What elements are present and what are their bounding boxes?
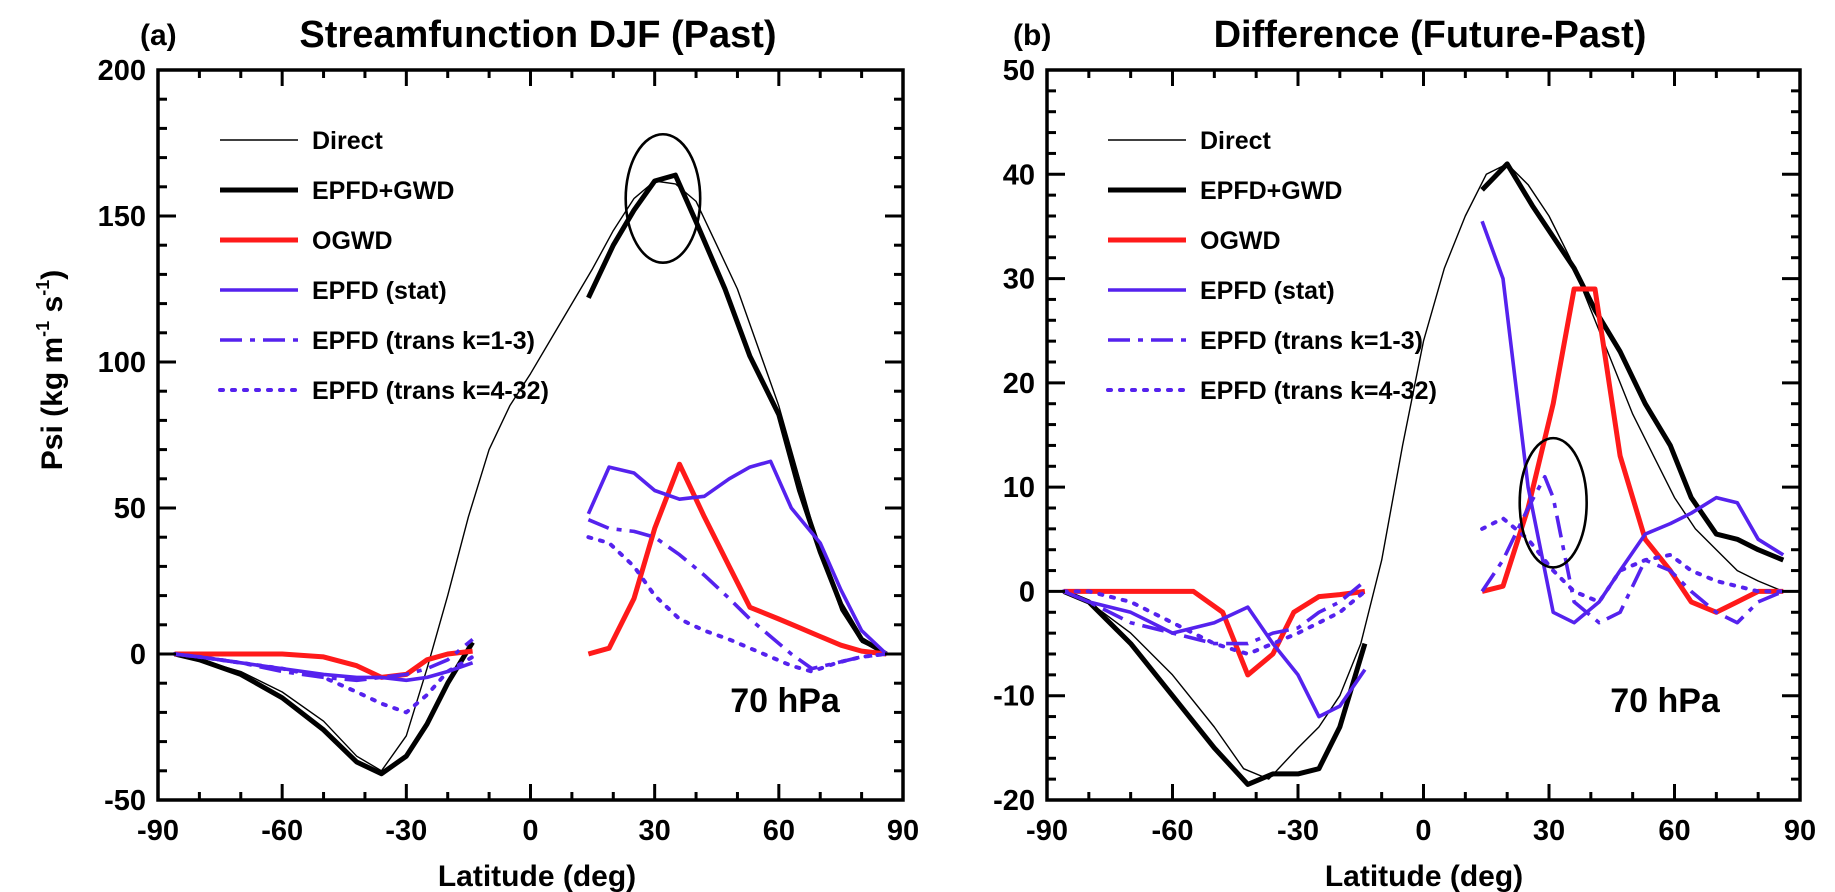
series-line-epfd-gwd-seg0	[1062, 589, 1368, 787]
series-line-epfd-stat-seg1	[586, 459, 888, 656]
series-line-ogwd-seg1	[587, 461, 887, 657]
series-line-direct-seg0	[1063, 163, 1784, 780]
legend-label: EPFD (trans k=1-3)	[1200, 327, 1423, 355]
y-tick-label: 50	[114, 493, 146, 525]
legend: Direct EPFD+GWD OGWD EPFD (stat) EPFD (trans…	[218, 127, 549, 405]
x-tick-label: 90	[887, 815, 919, 847]
highlight-ellipse	[624, 132, 702, 265]
panel-a-title: Streamfunction DJF (Past)	[299, 14, 776, 56]
y-tick-label: 10	[1003, 472, 1035, 504]
legend: Direct EPFD+GWD OGWD EPFD (stat) EPFD (trans…	[1106, 127, 1437, 405]
series-line-epfd-trans-k-4-32-seg1	[586, 535, 889, 674]
x-tick-label: 30	[1533, 815, 1565, 847]
legend-label: EPFD (trans k=4-32)	[1200, 377, 1437, 405]
x-tick-label: 0	[522, 815, 538, 847]
panel-b-title: Difference (Future-Past)	[1214, 14, 1647, 56]
y-tick-label: 30	[1003, 264, 1035, 296]
legend-label: EPFD+GWD	[1200, 177, 1342, 205]
panel-b-x-axis-label: Latitude (deg)	[1325, 860, 1523, 892]
y-tick-label: 50	[1003, 55, 1035, 87]
series-line-epfd-gwd-seg1	[1480, 161, 1785, 563]
series-line-epfd-trans-k-1-3-seg1	[1480, 474, 1784, 625]
panel-a-plot: -90 -60 -30 0 30 60 90 -50 0 50 100 150 200 70 hPa Dir…	[98, 55, 920, 847]
panel-b: (b) Difference (Future-Past) -90 -60 -30 0 3…	[993, 14, 1816, 892]
y-tick-label: 0	[1019, 576, 1035, 608]
legend-label: EPFD (stat)	[312, 277, 447, 305]
highlight-ellipse	[1518, 436, 1588, 569]
panel-b-plot: -90 -60 -30 0 30 60 90 -20 -10 0 10 20 30 40 50 70 hPa D…	[993, 55, 1816, 847]
x-tick-label: -60	[1152, 815, 1194, 847]
x-tick-label: 60	[1658, 815, 1690, 847]
series-line-epfd-stat-seg1	[1480, 220, 1785, 625]
legend-label: OGWD	[1200, 227, 1281, 255]
panel-a: (a) Streamfunction DJF (Past) -90 -60 -30 0…	[98, 14, 920, 892]
y-tick-label: 40	[1003, 159, 1035, 191]
x-tick-label: -90	[137, 815, 179, 847]
panel-a-x-axis-label: Latitude (deg)	[438, 860, 636, 892]
series-line-ogwd-seg0	[174, 648, 473, 680]
legend-label: EPFD (stat)	[1200, 277, 1335, 305]
panel-b-letter: (b)	[1013, 19, 1051, 52]
x-tick-label: 90	[1784, 815, 1816, 847]
y-tick-label: 200	[98, 55, 146, 87]
y-tick-label: 0	[130, 639, 146, 671]
legend-label: Direct	[312, 127, 384, 155]
legend-label: Direct	[1200, 127, 1272, 155]
x-tick-label: -30	[1277, 815, 1319, 847]
series-line-epfd-trans-k-4-32-seg0	[172, 652, 475, 715]
series-line-epfd-gwd-seg1	[586, 172, 888, 657]
series-line-epfd-trans-k-4-32-seg0	[1061, 589, 1367, 656]
legend-label: EPFD+GWD	[312, 177, 454, 205]
series-line-ogwd-seg1	[1481, 286, 1784, 615]
legend-label: EPFD (trans k=4-32)	[312, 377, 549, 405]
x-tick-label: 30	[639, 815, 671, 847]
series-line-epfd-trans-k-1-3-seg0	[1063, 579, 1367, 646]
series-line-epfd-gwd-seg0	[174, 640, 475, 777]
y-tick-label: 20	[1003, 368, 1035, 400]
pressure-level-annotation: 70 hPa	[1610, 682, 1721, 720]
y-axis-label: Psi (kg m-1 s-1)	[33, 270, 69, 470]
x-tick-label: 60	[763, 815, 795, 847]
y-tick-label: 100	[98, 347, 146, 379]
series-line-epfd-trans-k-4-32-seg1	[1480, 516, 1786, 604]
series-line-epfd-stat-seg0	[1063, 589, 1367, 719]
x-tick-label: -30	[385, 815, 427, 847]
series-line-direct-seg0	[174, 180, 887, 772]
y-tick-label: -50	[104, 785, 146, 817]
legend-label: EPFD (trans k=1-3)	[312, 327, 535, 355]
series-line-epfd-trans-k-1-3-seg1	[587, 518, 887, 671]
x-tick-label: -60	[261, 815, 303, 847]
panel-a-letter: (a)	[140, 19, 177, 52]
legend-label: OGWD	[312, 227, 393, 255]
pressure-level-annotation: 70 hPa	[730, 682, 841, 720]
y-tick-label: -10	[993, 681, 1035, 713]
y-tick-label: 150	[98, 201, 146, 233]
x-tick-label: 0	[1415, 815, 1431, 847]
x-tick-label: -90	[1026, 815, 1068, 847]
y-tick-label: -20	[993, 785, 1035, 817]
